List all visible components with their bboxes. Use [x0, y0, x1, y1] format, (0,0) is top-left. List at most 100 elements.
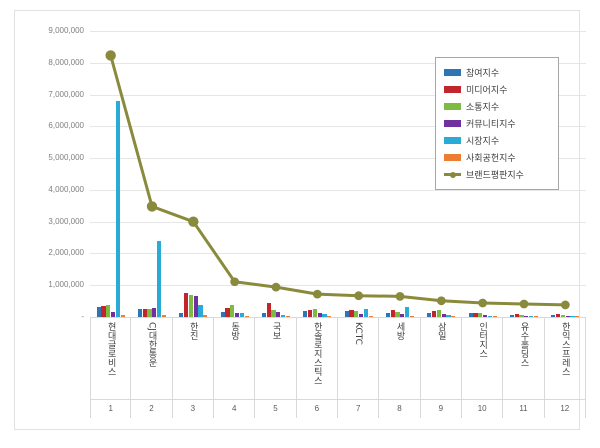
bar: [147, 308, 152, 317]
y-axis-tick-label: 8,000,000: [48, 57, 84, 67]
x-axis-rank-numbers: 1 2 3 4 5 6 7 8 9 10 11 12: [90, 399, 586, 418]
line-marker: [230, 277, 240, 287]
bar: [487, 315, 492, 317]
legend-label: 미디어지수: [466, 86, 508, 96]
line-marker: [519, 299, 529, 309]
bar: [344, 310, 349, 317]
x-axis-rank-number: 6: [297, 400, 338, 418]
x-axis-category-cell: 삼일: [421, 318, 462, 418]
bar: [519, 314, 524, 317]
bar: [441, 314, 446, 317]
bar: [234, 313, 240, 317]
gridline: [90, 189, 586, 191]
legend-label: 커뮤니티지수: [466, 120, 516, 130]
legend-color-swatch: [444, 69, 461, 76]
bar: [152, 308, 157, 317]
legend-color-swatch: [444, 103, 461, 110]
bar: [556, 314, 561, 317]
bar: [312, 309, 317, 317]
bar: [230, 304, 235, 317]
bar-group: [338, 31, 379, 317]
x-axis-category-cell: 인터지스: [462, 318, 504, 418]
line-marker: [312, 289, 322, 299]
bar: [446, 315, 451, 317]
bar: [395, 312, 400, 317]
bar: [261, 312, 267, 317]
bar: [317, 313, 322, 317]
x-axis-category-label: 한진: [187, 322, 198, 340]
legend-item[interactable]: 브랜드평판지수: [444, 166, 552, 183]
y-axis-tick-label: 1,000,000: [48, 280, 84, 290]
bar: [266, 302, 271, 317]
line-marker: [478, 298, 488, 308]
bar-group: [379, 31, 420, 317]
x-axis-category-label: 국보: [270, 322, 281, 340]
x-axis-category-cell: 국보: [255, 318, 297, 418]
bar: [478, 313, 483, 317]
x-axis-rank-number: 7: [338, 400, 380, 418]
x-axis-category-label: KCTC: [353, 322, 364, 345]
x-axis-rank-number: 10: [462, 400, 504, 418]
bar: [354, 311, 359, 317]
bar: [529, 315, 534, 317]
bar: [492, 316, 497, 317]
bar: [514, 314, 519, 317]
bar-group: [173, 31, 214, 317]
bar: [203, 315, 208, 317]
gridline: [90, 31, 586, 32]
bar: [142, 309, 147, 317]
legend-item[interactable]: 사회공헌지수: [444, 149, 552, 166]
bar: [198, 304, 203, 317]
gridline: [90, 126, 586, 128]
line-marker: [271, 282, 281, 292]
bar: [271, 309, 276, 317]
x-axis-rank-number: 8: [379, 400, 421, 418]
legend-item[interactable]: 소통지수: [444, 98, 552, 115]
bar: [161, 315, 167, 317]
brand-reputation-line-series: [105, 50, 570, 310]
bar: [193, 295, 198, 317]
line-marker: [436, 296, 446, 306]
chart-container: - 1,000,000 2,000,000 3,000,000 4,000,000 5,0…: [14, 10, 586, 430]
bar: [551, 315, 556, 317]
legend-item[interactable]: 참여지수: [444, 64, 552, 81]
bar: [220, 311, 225, 317]
bar-group: [90, 31, 131, 317]
bar: [349, 309, 354, 317]
bar-group: [421, 31, 462, 317]
legend-item[interactable]: 커뮤니티지수: [444, 115, 552, 132]
bar: [179, 312, 184, 317]
bar-group: [297, 31, 338, 317]
x-axis-category-label: 현대글로비스: [105, 322, 116, 376]
legend-label: 소통지수: [466, 103, 500, 113]
bar: [244, 315, 249, 317]
line-marker: [395, 291, 405, 301]
x-axis-category-cell: 한진: [173, 318, 214, 418]
y-axis-tick-label: 2,000,000: [48, 248, 84, 258]
y-axis-labels: - 1,000,000 2,000,000 3,000,000 4,000,000 5,0…: [15, 27, 90, 321]
bar: [120, 315, 125, 317]
x-axis-rank-number: 2: [131, 400, 173, 418]
legend-item[interactable]: 시장지수: [444, 132, 552, 149]
bar: [358, 313, 364, 317]
gridline: [90, 285, 586, 287]
bar: [509, 315, 515, 317]
legend-item[interactable]: 미디어지수: [444, 81, 552, 98]
gridline: [90, 62, 586, 64]
bar: [468, 313, 473, 317]
bar: [432, 310, 437, 317]
bar: [533, 316, 539, 317]
bar: [560, 315, 565, 317]
gridline: [90, 158, 586, 160]
bar-group: [503, 31, 544, 317]
x-axis-rank-number: 1: [90, 400, 132, 418]
y-axis-tick-label: 7,000,000: [48, 89, 84, 99]
plot-area: [90, 31, 586, 318]
bar: [110, 311, 116, 317]
bar: [524, 315, 529, 317]
x-axis-category-label: 유수홀딩스: [518, 322, 529, 367]
legend-color-swatch: [444, 154, 461, 161]
bar: [303, 311, 308, 317]
x-axis-category-label: 인터지스: [477, 322, 488, 358]
